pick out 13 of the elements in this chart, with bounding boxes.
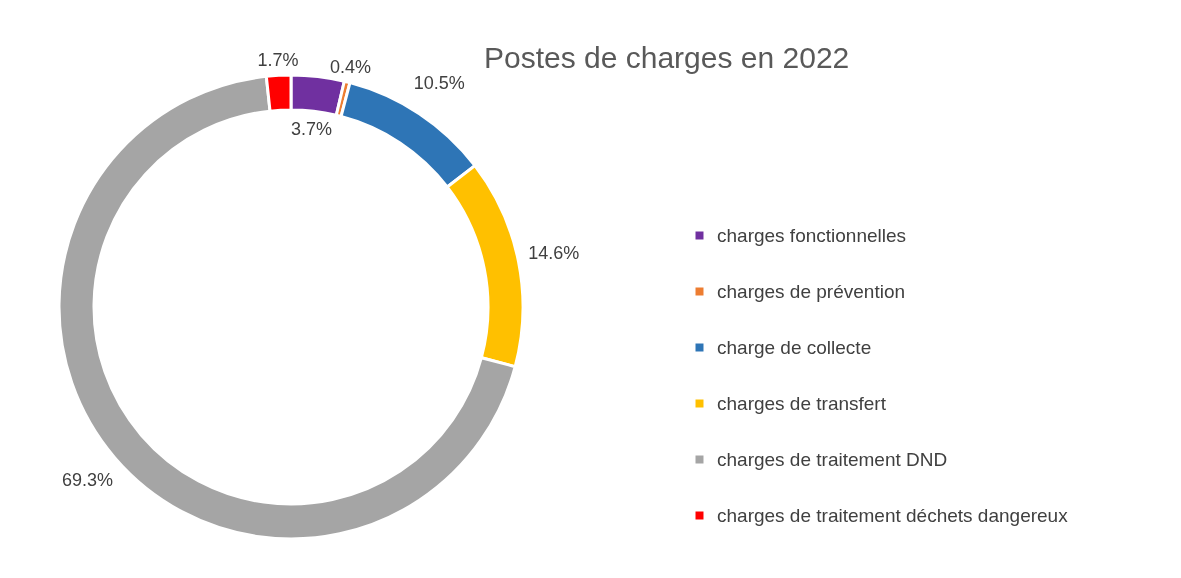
legend-label: charge de collecte (717, 336, 872, 358)
legend-label: charges fonctionnelles (717, 224, 907, 246)
legend-label: charges de transfert (717, 392, 887, 414)
legend-label: charges de prévention (717, 280, 906, 302)
data-label: 3.7% (291, 119, 333, 140)
data-label: 69.3% (61, 470, 114, 491)
chart-title: Postes de charges en 2022 (484, 41, 850, 74)
legend-label: charges de traitement DND (717, 448, 948, 470)
legend-label: charges de traitement déchets dangereux (717, 504, 1069, 526)
data-label: 14.6% (528, 243, 580, 264)
data-label: 10.5% (413, 72, 465, 93)
data-label: 1.7% (257, 50, 299, 71)
data-label: 0.4% (330, 57, 372, 78)
